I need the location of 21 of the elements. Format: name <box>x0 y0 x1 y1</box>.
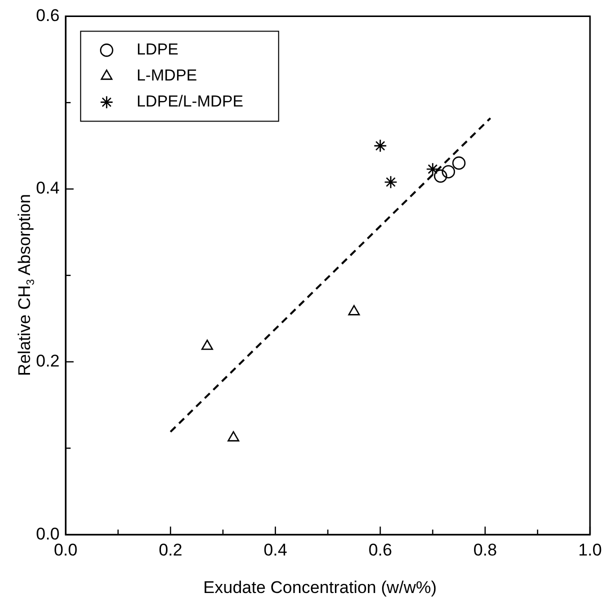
x-tick-label: 0.8 <box>473 540 497 560</box>
point <box>442 165 456 178</box>
y-tick-label: 0.2 <box>36 351 60 370</box>
x-tick-label: 0.6 <box>368 540 392 560</box>
point <box>201 340 214 350</box>
legend-label: LDPE/L-MDPE <box>136 94 244 111</box>
y-tick-label: 0.4 <box>36 178 60 198</box>
point <box>228 431 240 442</box>
point <box>426 162 440 176</box>
point <box>452 156 466 170</box>
x-tick-label: 0.2 <box>158 540 182 560</box>
legend-label: L-MDPE <box>136 68 198 85</box>
point <box>384 175 398 189</box>
legend-label: LDPE <box>136 42 178 59</box>
y-tick-label: 0.6 <box>36 6 60 25</box>
x-tick-label: 0.4 <box>264 540 288 560</box>
point <box>348 305 360 316</box>
point <box>374 139 387 152</box>
x-axis-title: Exudate Concentration (w/w%) <box>203 578 437 598</box>
x-tick-label: 1.0 <box>578 540 602 560</box>
point <box>434 169 448 183</box>
